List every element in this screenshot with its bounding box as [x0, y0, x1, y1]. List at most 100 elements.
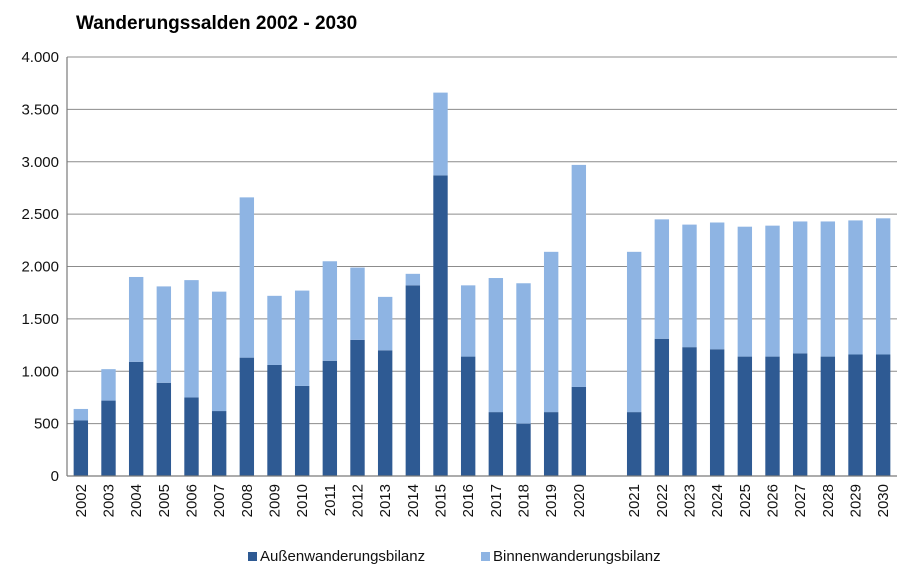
y-tick-label: 2.500 — [21, 206, 59, 223]
bar-aussen-2024 — [709, 349, 725, 476]
axes — [66, 57, 897, 477]
bar-aussen-2027 — [792, 353, 808, 476]
x-tick-label: 2025 — [737, 484, 754, 517]
y-tick-label: 1.000 — [21, 363, 59, 380]
bar-aussen-2006 — [184, 397, 199, 476]
x-tick-label: 2009 — [267, 484, 284, 517]
bar-binnen-2020 — [571, 164, 587, 387]
bar-binnen-2006 — [184, 280, 199, 398]
x-tick-label: 2018 — [516, 484, 533, 517]
bar-binnen-2010 — [294, 290, 310, 386]
bar-aussen-2019 — [543, 412, 559, 476]
bar-aussen-2007 — [211, 411, 227, 476]
x-tick-label: 2030 — [875, 484, 892, 517]
bar-aussen-2012 — [350, 339, 365, 476]
x-tick-label: 2003 — [101, 484, 118, 517]
bar-aussen-2017 — [488, 412, 504, 476]
bar-binnen-2018 — [516, 283, 531, 424]
bar-binnen-2026 — [765, 225, 780, 357]
x-tick-label: 2007 — [211, 484, 228, 517]
bar-binnen-2012 — [350, 267, 365, 340]
x-tick-label: 2026 — [765, 484, 782, 517]
y-tick-label: 3.000 — [21, 154, 59, 171]
bar-aussen-2028 — [820, 356, 836, 476]
x-tick-label: 2002 — [73, 484, 90, 517]
x-tick-label: 2010 — [294, 484, 311, 517]
bar-binnen-2003 — [101, 369, 116, 401]
x-tick-label: 2029 — [848, 484, 865, 517]
x-tick-label: 2020 — [571, 484, 588, 517]
bar-binnen-2013 — [377, 296, 393, 351]
x-tick-label: 2016 — [460, 484, 477, 517]
x-tick-label: 2027 — [792, 484, 809, 517]
bar-binnen-2015 — [433, 92, 448, 176]
gridlines — [67, 56, 897, 425]
bar-aussen-2011 — [322, 360, 338, 476]
x-tick-label: 2004 — [128, 484, 145, 517]
bar-binnen-2022 — [654, 219, 670, 339]
bar-binnen-2024 — [709, 222, 725, 350]
bar-aussen-2015 — [433, 175, 448, 476]
y-tick-label: 0 — [51, 468, 59, 485]
bar-binnen-2021 — [626, 251, 642, 413]
legend-label-binnenwanderungsbilanz: Binnenwanderungsbilanz — [493, 548, 661, 565]
bar-aussen-2010 — [294, 385, 310, 476]
bar-aussen-2016 — [460, 356, 476, 476]
bars — [73, 92, 891, 476]
bar-aussen-2023 — [682, 347, 697, 476]
y-tick-label: 1.500 — [21, 311, 59, 328]
bar-binnen-2029 — [848, 220, 863, 355]
chart-title: Wanderungssalden 2002 - 2030 — [76, 13, 357, 34]
bar-aussen-2014 — [405, 285, 421, 476]
x-tick-label: 2028 — [820, 484, 837, 517]
bar-binnen-2027 — [792, 221, 808, 354]
x-tick-label: 2023 — [682, 484, 699, 517]
x-tick-label: 2005 — [156, 484, 173, 517]
bar-binnen-2004 — [128, 276, 144, 362]
bar-aussen-2026 — [765, 356, 780, 476]
bar-binnen-2023 — [682, 224, 697, 348]
bar-binnen-2002 — [73, 408, 89, 421]
bar-aussen-2030 — [875, 354, 891, 476]
bar-aussen-2018 — [516, 423, 531, 476]
x-tick-label: 2008 — [239, 484, 256, 517]
x-tick-label: 2011 — [322, 484, 339, 516]
x-tick-label: 2012 — [350, 484, 367, 517]
x-axis-ticks: 2002 2003 2004 2005 2006 2007 2008 2009 2010 2011… — [73, 484, 892, 517]
bar-aussen-2029 — [848, 354, 863, 476]
legend-swatch-aussenwanderungsbilanz — [248, 552, 257, 561]
x-tick-label: 2006 — [184, 484, 201, 517]
bar-aussen-2008 — [239, 357, 255, 476]
x-tick-label: 2013 — [377, 484, 394, 517]
legend-label-aussenwanderungsbilanz: Außenwanderungsbilanz — [260, 548, 425, 565]
bar-binnen-2025 — [737, 226, 753, 357]
bar-aussen-2009 — [267, 364, 282, 476]
x-tick-label: 2017 — [488, 484, 505, 517]
bar-binnen-2011 — [322, 261, 338, 361]
x-tick-label: 2014 — [405, 484, 422, 517]
bar-aussen-2004 — [128, 361, 144, 476]
y-tick-label: 3.500 — [21, 101, 59, 118]
bar-aussen-2021 — [626, 412, 642, 476]
bar-aussen-2005 — [156, 382, 172, 476]
x-tick-label: 2021 — [626, 484, 643, 517]
x-tick-label: 2024 — [709, 484, 726, 517]
bar-aussen-2003 — [101, 400, 116, 476]
bar-binnen-2014 — [405, 273, 421, 286]
y-tick-label: 500 — [34, 416, 59, 433]
bar-aussen-2013 — [377, 350, 393, 476]
bar-binnen-2030 — [875, 218, 891, 355]
bar-binnen-2007 — [211, 291, 227, 412]
bar-aussen-2002 — [73, 420, 89, 476]
bar-aussen-2020 — [571, 386, 587, 476]
bar-aussen-2025 — [737, 356, 753, 476]
x-tick-label: 2022 — [654, 484, 671, 517]
bar-binnen-2009 — [267, 295, 282, 365]
bar-binnen-2016 — [460, 285, 476, 357]
bar-binnen-2028 — [820, 221, 836, 357]
x-tick-label: 2015 — [433, 484, 450, 517]
bar-binnen-2008 — [239, 197, 255, 358]
legend: Außenwanderungsbilanz Binnenwanderungsbi… — [248, 548, 661, 565]
bar-aussen-2022 — [654, 338, 670, 476]
